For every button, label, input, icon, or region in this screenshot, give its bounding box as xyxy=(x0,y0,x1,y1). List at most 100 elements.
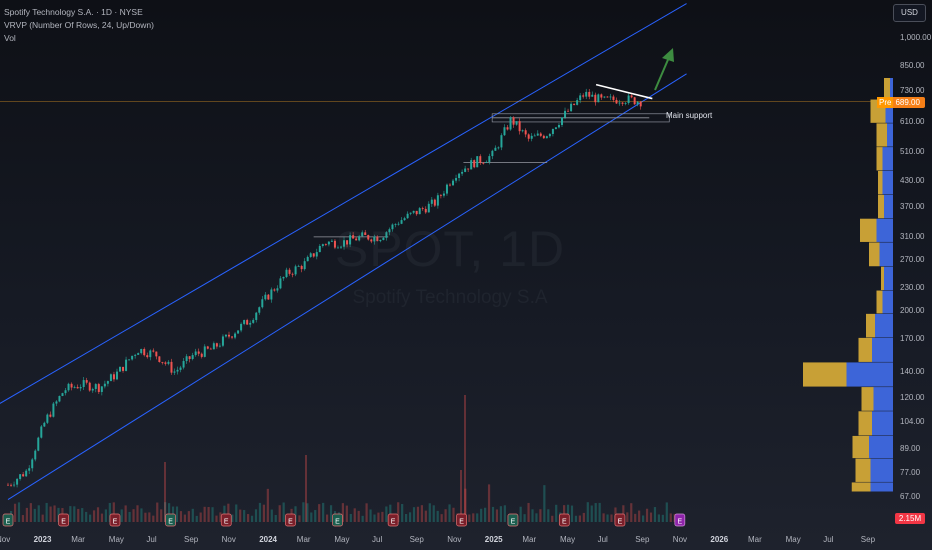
volume-profile-down-16 xyxy=(885,99,893,123)
time-tick-label: May xyxy=(785,535,801,544)
volume-bar xyxy=(377,512,380,522)
volume-bar xyxy=(397,502,400,522)
volume-profile-down-11 xyxy=(876,218,893,242)
candle-body xyxy=(527,134,530,139)
earnings-marker xyxy=(558,513,570,527)
currency-button[interactable]: USD xyxy=(893,4,926,22)
volume-bar xyxy=(77,508,80,522)
volume-profile-up-4 xyxy=(861,387,874,411)
candle-body xyxy=(25,470,28,477)
time-tick-label: Jul xyxy=(597,535,608,544)
volume-profile-down-6 xyxy=(872,337,893,362)
candle-body xyxy=(234,333,237,338)
volume-bar xyxy=(385,506,388,522)
candle-body xyxy=(58,396,61,402)
candle-body xyxy=(246,320,249,325)
candle-body xyxy=(182,361,185,368)
volume-bar xyxy=(160,509,163,522)
price-tick-label: 200.00 xyxy=(900,306,925,316)
volume-bar xyxy=(555,504,558,522)
legend-title[interactable]: Spotify Technology S.A. · 1D · NYSE xyxy=(4,7,143,17)
candle-body xyxy=(122,366,125,371)
candle-body xyxy=(285,269,288,277)
candle-body xyxy=(533,135,536,137)
volume-spike xyxy=(305,455,307,522)
volume-profile-down-17 xyxy=(890,78,893,100)
volume-profile-up-7 xyxy=(866,313,875,338)
candle-body xyxy=(61,393,64,397)
candle-body xyxy=(530,135,533,139)
volume-bar xyxy=(531,509,534,522)
volume-bar xyxy=(345,505,348,522)
volume-bar xyxy=(211,507,214,522)
candle-body xyxy=(315,252,318,257)
price-tick-label: 140.00 xyxy=(900,366,925,376)
volume-bar xyxy=(108,502,111,522)
candle-body xyxy=(330,240,333,242)
volume-bar xyxy=(219,512,222,522)
candle-body xyxy=(343,240,346,247)
candle-body xyxy=(206,346,209,349)
candle-body xyxy=(288,269,291,274)
candle-body xyxy=(448,184,451,186)
volume-bar xyxy=(495,509,499,522)
volume-bar xyxy=(551,515,554,522)
candle-body xyxy=(13,484,16,486)
volume-bar xyxy=(405,513,408,522)
volume-bar xyxy=(578,515,581,522)
legend-indicator[interactable]: VRVP (Number Of Rows, 24, Up/Down) xyxy=(4,20,154,30)
volume-bar xyxy=(420,505,423,522)
volume-bar xyxy=(164,502,167,522)
volume-bar xyxy=(570,505,574,522)
candle-body xyxy=(276,288,279,291)
volume-profile-down-15 xyxy=(887,123,893,147)
price-tick-label: 730.00 xyxy=(900,86,925,96)
volume-spike xyxy=(460,470,462,522)
volume-bar xyxy=(369,509,372,522)
volume-bar xyxy=(199,512,202,522)
volume-bar xyxy=(318,504,321,522)
candle-body xyxy=(327,241,330,245)
candle-body xyxy=(300,266,303,270)
volume-bar xyxy=(104,509,107,522)
volume-bar xyxy=(487,484,491,522)
volume-bar xyxy=(144,512,147,522)
time-tick-label: Nov xyxy=(221,535,236,544)
volume-bar xyxy=(574,515,578,522)
candle-body xyxy=(191,355,194,360)
candle-body xyxy=(294,266,297,275)
volume-profile-down-10 xyxy=(879,242,893,267)
volume-bar xyxy=(168,503,171,522)
candle-body xyxy=(524,130,527,135)
legend-volume[interactable]: Vol xyxy=(4,33,16,43)
candle-body xyxy=(539,133,542,136)
volume-bar xyxy=(634,513,637,522)
candle-body xyxy=(545,136,548,139)
candle-body xyxy=(630,95,633,98)
time-tick-label: Sep xyxy=(184,535,199,544)
candle-body xyxy=(564,110,567,118)
earnings-marker-letter: E xyxy=(224,519,229,526)
candle-body xyxy=(506,127,509,130)
volume-bar xyxy=(306,503,309,522)
candle-body xyxy=(19,474,22,479)
candle-body xyxy=(252,319,255,323)
volume-bar xyxy=(563,505,566,522)
candle-body xyxy=(73,387,76,388)
volume-bar xyxy=(444,509,447,522)
price-tick-label: 104.00 xyxy=(900,417,925,427)
volume-profile-up-9 xyxy=(881,266,884,291)
volume-bar xyxy=(53,505,56,522)
candle-body xyxy=(264,294,267,300)
earnings-marker-letter: E xyxy=(61,519,66,526)
candle-body xyxy=(485,162,488,163)
candle-body xyxy=(367,235,370,240)
candle-body xyxy=(424,208,427,213)
volume-bar xyxy=(25,507,28,522)
candle-body xyxy=(476,156,479,168)
volume-profile-up-6 xyxy=(858,337,872,362)
candle-body xyxy=(282,276,285,279)
candle-body xyxy=(591,94,594,97)
volume-profile-up-14 xyxy=(876,147,883,171)
